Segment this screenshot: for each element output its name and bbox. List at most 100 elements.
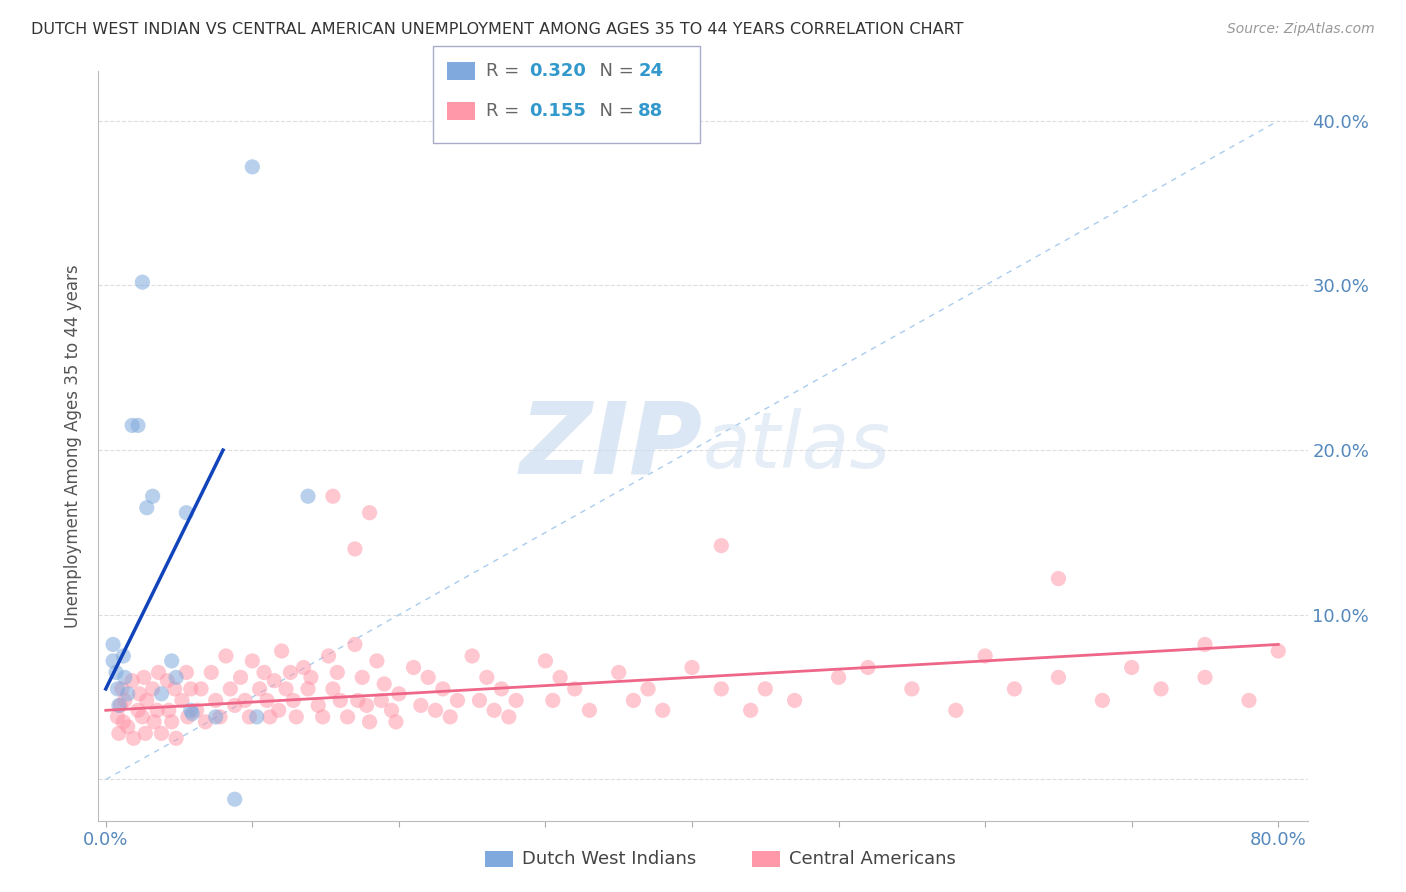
Point <box>373 677 395 691</box>
Point <box>366 654 388 668</box>
Point <box>170 693 193 707</box>
Point <box>322 489 344 503</box>
Point <box>283 693 305 707</box>
Point <box>274 681 297 696</box>
Text: Dutch West Indians: Dutch West Indians <box>522 850 696 868</box>
Y-axis label: Unemployment Among Ages 35 to 44 years: Unemployment Among Ages 35 to 44 years <box>65 264 83 628</box>
Point <box>177 710 200 724</box>
Point <box>101 654 124 668</box>
Point <box>311 710 333 724</box>
Point <box>482 703 505 717</box>
Point <box>156 673 179 688</box>
Point <box>127 703 149 717</box>
Point <box>146 703 169 717</box>
Point <box>117 720 139 734</box>
Point <box>263 673 285 688</box>
Point <box>468 693 491 707</box>
Point <box>157 703 180 717</box>
Point <box>194 714 217 729</box>
Point <box>651 703 673 717</box>
Point <box>209 710 232 724</box>
Point <box>402 660 425 674</box>
Point <box>945 703 967 717</box>
Point <box>112 648 135 663</box>
Point <box>256 693 278 707</box>
Point <box>299 670 322 684</box>
Text: 24: 24 <box>638 62 664 80</box>
Point <box>681 660 703 674</box>
Point <box>370 693 392 707</box>
Point <box>267 703 290 717</box>
Point <box>343 541 366 556</box>
Point <box>280 665 302 680</box>
Point <box>307 698 329 713</box>
Point <box>240 654 263 668</box>
Point <box>160 654 183 668</box>
Point <box>359 506 381 520</box>
Point <box>432 681 454 696</box>
Point <box>352 670 374 684</box>
Point <box>240 160 263 174</box>
Point <box>190 681 212 696</box>
Point <box>534 654 557 668</box>
Text: atlas: atlas <box>703 408 891 484</box>
Point <box>165 670 187 684</box>
Point <box>541 693 564 707</box>
Text: Central Americans: Central Americans <box>789 850 956 868</box>
Point <box>425 703 447 717</box>
Point <box>548 670 571 684</box>
Point <box>710 539 733 553</box>
Point <box>246 710 269 724</box>
Point <box>409 698 432 713</box>
Point <box>148 665 170 680</box>
Point <box>974 648 997 663</box>
Point <box>418 670 440 684</box>
Point <box>1150 681 1173 696</box>
Point <box>165 731 187 746</box>
Point <box>108 726 131 740</box>
Point <box>901 681 924 696</box>
Point <box>336 710 359 724</box>
Point <box>121 418 143 433</box>
Point <box>475 670 498 684</box>
Point <box>143 714 166 729</box>
Point <box>127 418 149 433</box>
Point <box>439 710 461 724</box>
Point <box>1194 670 1216 684</box>
Point <box>180 681 202 696</box>
Point <box>163 681 186 696</box>
Point <box>204 693 226 707</box>
Point <box>186 703 208 717</box>
Text: 88: 88 <box>638 102 664 120</box>
Point <box>326 665 349 680</box>
Point <box>297 489 319 503</box>
Point <box>107 710 129 724</box>
Point <box>578 703 600 717</box>
Point <box>359 714 381 729</box>
Point <box>710 681 733 696</box>
Point <box>564 681 586 696</box>
Point <box>176 506 198 520</box>
Point <box>1194 637 1216 651</box>
Point <box>356 698 378 713</box>
Point <box>111 681 134 696</box>
Text: N =: N = <box>588 62 640 80</box>
Point <box>249 681 271 696</box>
Point <box>329 693 352 707</box>
Point <box>229 670 252 684</box>
Point <box>446 693 468 707</box>
Point <box>621 693 644 707</box>
Point <box>388 687 411 701</box>
Point <box>128 687 150 701</box>
Point <box>121 673 143 688</box>
Point <box>1267 644 1289 658</box>
Point <box>270 644 292 658</box>
Point <box>461 648 484 663</box>
Point <box>105 665 128 680</box>
Point <box>101 637 124 651</box>
Point <box>224 792 246 806</box>
Point <box>318 648 340 663</box>
Point <box>134 726 156 740</box>
Point <box>253 665 276 680</box>
Point <box>297 681 319 696</box>
